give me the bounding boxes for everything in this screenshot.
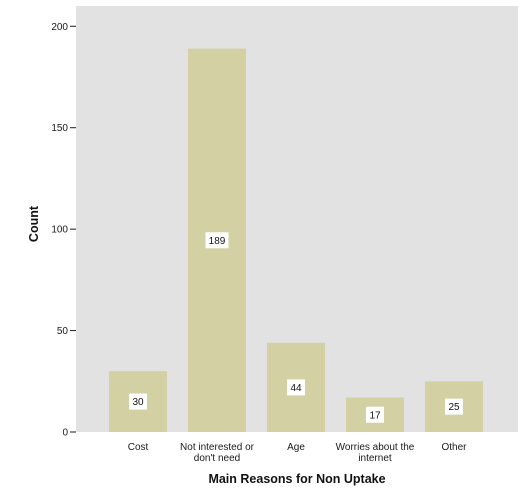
data-label-box (287, 379, 305, 396)
data-label-text: 30 (132, 397, 144, 408)
x-tick-label: Worries about the internet (336, 442, 415, 464)
x-tick-label: Cost (128, 442, 149, 453)
x-tick-label: Not interested or don't need (180, 442, 255, 464)
y-axis: 0 50 100 150 200 (51, 22, 76, 439)
data-label: 25 (445, 398, 463, 415)
data-labels-group: 30 189 44 17 25 (129, 232, 463, 423)
x-tick-label: Age (287, 442, 305, 453)
data-label-text: 25 (448, 402, 460, 413)
data-label: 189 (205, 232, 229, 249)
x-tick-label: Other (441, 442, 467, 453)
y-tick-label: 200 (51, 22, 68, 33)
data-label: 44 (287, 379, 305, 396)
data-label-text: 44 (290, 383, 302, 394)
y-tick-label: 0 (62, 428, 68, 439)
x-axis: Cost Not interested or don't need Age Worrie… (128, 442, 467, 464)
y-tick-label: 150 (51, 123, 68, 134)
y-tick-label: 50 (57, 326, 69, 337)
data-label-text: 189 (209, 236, 226, 247)
data-label-box (129, 393, 147, 410)
data-label-box (445, 398, 463, 415)
data-label-box (366, 406, 384, 423)
x-axis-title: Main Reasons for Non Uptake (208, 472, 385, 486)
y-tick-label: 100 (51, 225, 68, 236)
data-label: 17 (366, 406, 384, 423)
data-label-box (205, 232, 229, 249)
y-axis-title: Count (27, 205, 41, 242)
data-label: 30 (129, 393, 147, 410)
data-label-text: 17 (369, 410, 381, 421)
